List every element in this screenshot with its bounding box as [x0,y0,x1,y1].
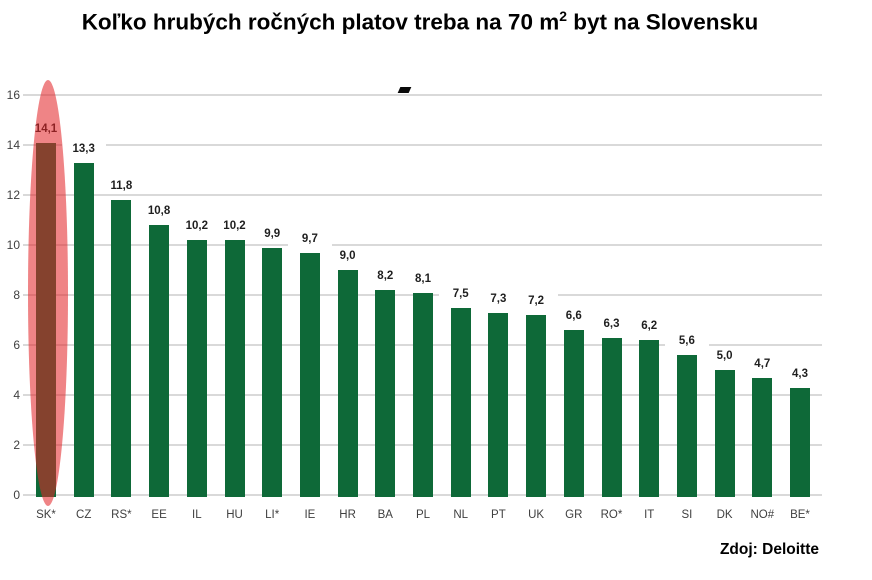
bar-nl [450,307,471,497]
gridline-y12 [23,194,822,196]
x-tick-label: BA [377,509,393,521]
x-tick-label: IL [192,509,202,521]
bar-ie [299,252,320,497]
x-tick-label: RS* [111,509,132,521]
bar-cz [73,162,94,497]
y-tick-label: 10 [6,238,20,252]
x-tick-label: PT [491,509,506,521]
highlight-ellipse [28,80,68,506]
bar-ba [375,290,396,497]
bar-value-label: 8,2 [363,269,408,283]
bar-li [262,247,283,497]
y-tick-label: 6 [13,338,20,352]
x-tick-label: IT [644,509,655,521]
bar-be [790,387,810,497]
bar-value-label: 4,7 [740,356,785,371]
x-tick-label: RO* [600,509,623,521]
x-tick-label: IE [304,509,316,521]
gridline-y16 [23,94,822,96]
bar-value-label: 10,2 [174,219,219,233]
y-tick-label: 4 [13,388,20,402]
bar-gr [563,330,584,497]
y-tick-label: 12 [6,188,20,202]
bar-pt [488,312,509,497]
bar-value-label: 10,2 [212,219,257,233]
bar-value-label: 6,6 [551,309,596,323]
x-tick-label: EE [151,509,167,521]
bar-hu [224,240,245,497]
bar-value-label: 10,8 [137,204,182,218]
x-tick-label: DK [716,509,733,521]
x-tick-label: SK* [36,509,56,521]
x-tick-label: NL [453,509,469,521]
bar-ee [149,225,170,497]
y-tick-label: 2 [13,438,20,452]
bar-il [186,240,207,497]
y-tick-label: 8 [13,288,20,302]
bar-value-label: 8,1 [401,271,445,286]
x-tick-label: UK [528,509,545,521]
bar-value-label: 5,0 [702,349,747,363]
x-tick-label: GR [565,509,583,521]
chart-title: Koľko hrubých ročných platov treba na 70… [0,8,840,36]
bar-rs [111,200,132,497]
bar-value-label: 4,3 [778,366,822,381]
x-tick-label: SI [681,509,693,521]
y-tick-label: 16 [6,88,20,102]
x-tick-label: BE* [790,509,810,521]
x-tick-label: LI* [265,509,280,521]
gridline-y10 [23,244,822,246]
bar-value-label: 6,3 [589,316,634,331]
bar-value-label: 11,8 [99,179,144,193]
bar-value-label: 7,5 [438,286,483,301]
bar-ro [601,337,622,497]
x-tick-label: HR [339,509,356,521]
x-tick-label: NO# [750,509,775,521]
bar-value-label: 13,3 [61,141,106,156]
bar-value-label: 6,2 [627,319,672,333]
chart-title-prefix: Koľko hrubých ročných platov treba na 70… [81,9,560,35]
bar-hr [337,270,358,497]
bar-pl [413,292,433,497]
y-tick-label: 0 [13,488,20,502]
x-tick-label: HU [226,509,243,521]
x-tick-label: CZ [76,509,92,521]
chart-title-superscript: 2 [559,8,567,24]
bar-uk [526,315,547,497]
bar-no [752,377,773,497]
bar-value-label: 9,0 [325,249,370,263]
bar-dk [714,370,735,497]
bar-si [676,355,697,497]
bar-value-label: 7,3 [476,291,521,306]
source-label: Zdoj: Deloitte [719,541,819,558]
x-tick-label: PL [415,509,431,521]
bar-value-label: 9,7 [287,231,332,246]
bar-value-label: 7,2 [514,294,559,308]
bar-it [639,340,660,497]
chart-title-suffix: byt na Slovensku [567,9,759,35]
bar-value-label: 5,6 [664,334,709,348]
gridline-y14 [23,144,822,146]
y-tick-label: 14 [6,138,20,152]
bar-value-label: 9,9 [250,226,295,241]
